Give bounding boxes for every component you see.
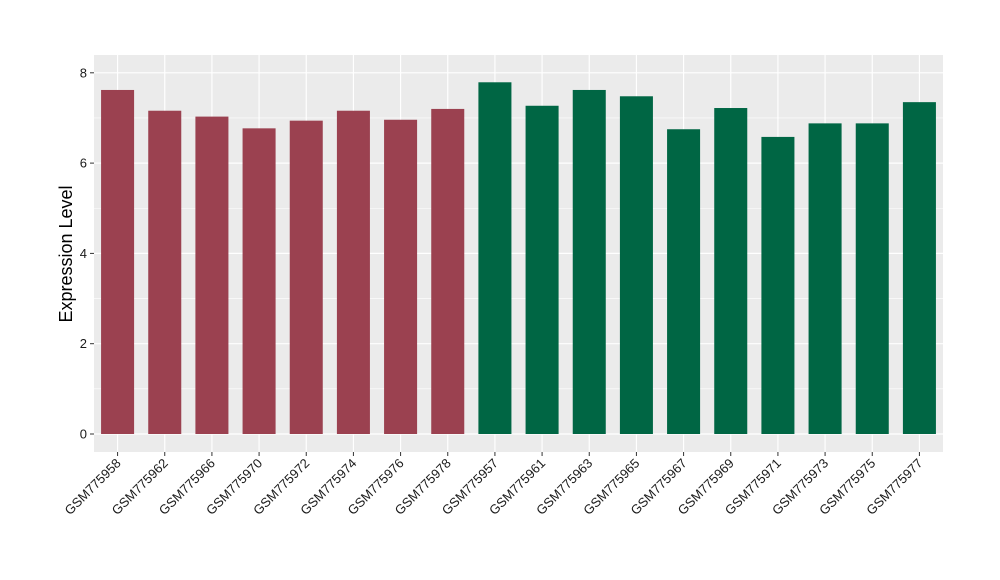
y-axis: 0 2 4 6 8 [80, 65, 94, 442]
bar-GSM775961 [525, 105, 559, 435]
bar-GSM775976 [384, 119, 418, 434]
bar-GSM775963 [572, 89, 606, 434]
y-tick-label: 6 [80, 156, 87, 171]
bar-GSM775977 [902, 102, 936, 434]
y-tick-label: 0 [80, 427, 87, 442]
bar-GSM775965 [619, 96, 653, 434]
y-tick-label: 8 [80, 65, 87, 80]
x-axis: GSM775958GSM775962GSM775966GSM775970GSM7… [61, 452, 926, 518]
bar-GSM775971 [761, 136, 795, 434]
y-axis-title: Expression Level [56, 185, 76, 322]
bar-GSM775974 [336, 110, 370, 434]
y-tick-label: 4 [80, 246, 87, 261]
bar-GSM775969 [714, 108, 748, 434]
bar-GSM775975 [855, 123, 889, 434]
bar-GSM775970 [242, 128, 276, 434]
minor-gridlines [94, 117, 943, 390]
y-tick-label: 2 [80, 336, 87, 351]
bar-GSM775967 [667, 129, 701, 435]
bar-GSM775973 [808, 123, 842, 434]
bar-GSM775962 [148, 110, 182, 434]
bars [101, 82, 936, 435]
bar-GSM775966 [195, 116, 229, 435]
bar-GSM775957 [478, 82, 512, 435]
bar-GSM775978 [431, 108, 465, 435]
bar-GSM775972 [289, 120, 323, 435]
bar-GSM775958 [101, 89, 135, 434]
